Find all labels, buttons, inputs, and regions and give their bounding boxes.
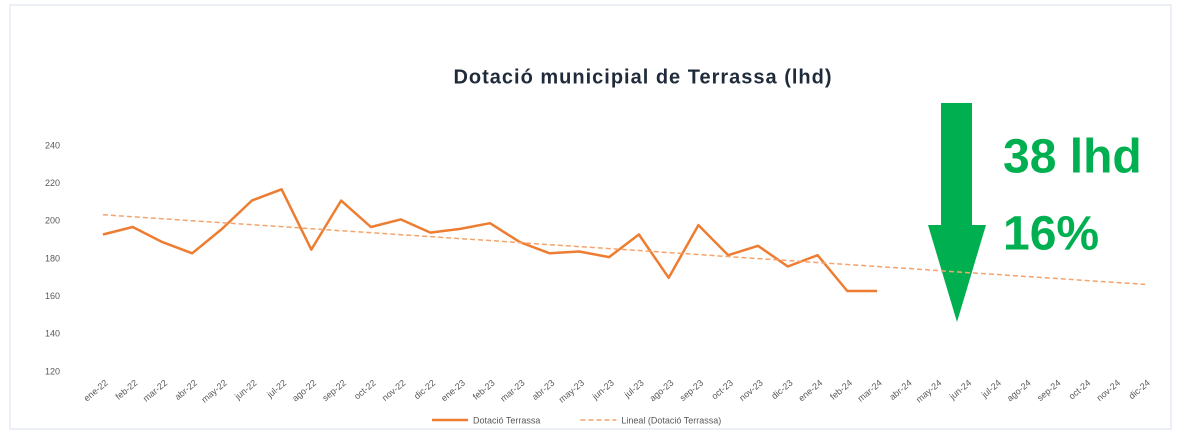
legend-label: Lineal (Dotació Terrassa) <box>621 415 721 425</box>
series-line <box>102 188 878 293</box>
trend-line <box>102 213 1146 286</box>
chart-frame <box>9 4 1172 430</box>
y-tick-label: 160 <box>45 291 60 301</box>
y-tick-label: 200 <box>45 216 60 226</box>
arrow-shaft <box>941 103 972 226</box>
chart-title: Dotació municipial de Terrassa (lhd) <box>453 66 832 88</box>
annotation: 38 lhd <box>1003 131 1142 184</box>
y-tick-label: 180 <box>45 253 60 263</box>
y-tick-label: 120 <box>45 366 60 376</box>
arrow-head <box>928 225 986 322</box>
annotation: 16% <box>1003 208 1099 261</box>
y-tick-label: 240 <box>45 140 60 150</box>
legend-label: Dotació Terrassa <box>473 415 540 425</box>
y-tick-label: 220 <box>45 178 60 188</box>
y-tick-label: 140 <box>45 329 60 339</box>
